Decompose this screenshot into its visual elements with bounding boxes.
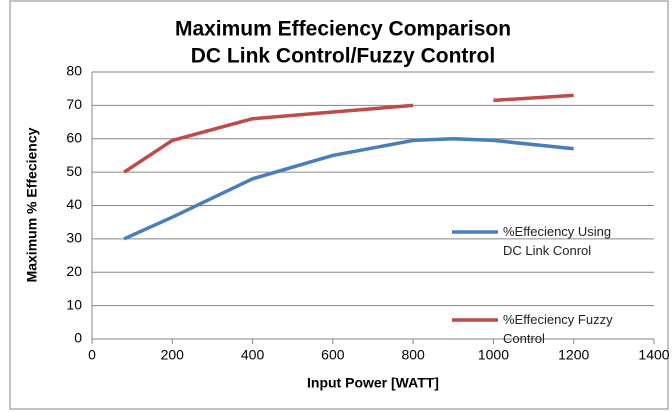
x-tick-label: 1400 — [638, 347, 669, 363]
legend-label: %Effeciency Fuzzy Control — [503, 312, 613, 346]
y-tick-label: 10 — [66, 296, 82, 312]
x-tick-label: 1200 — [558, 347, 589, 363]
y-tick-label: 60 — [66, 129, 82, 145]
x-axis-label: Input Power [WATT] — [307, 375, 439, 391]
chart-title: Maximum Effeciency Comparison — [175, 18, 511, 41]
x-tick-label: 400 — [241, 347, 265, 363]
x-tick-label: 600 — [321, 347, 345, 363]
y-tick-label: 80 — [66, 63, 82, 79]
x-tick-label: 1000 — [478, 347, 509, 363]
y-tick-label: 30 — [66, 230, 82, 246]
y-tick-label: 50 — [66, 163, 82, 179]
y-tick-label: 40 — [66, 196, 82, 212]
series-line — [123, 137, 574, 241]
y-tick-label: 20 — [66, 263, 82, 279]
series-line — [493, 93, 574, 103]
legend-label: %Effeciency Using DC Link Conrol — [503, 224, 612, 258]
chart-title: DC Link Control/Fuzzy Control — [191, 45, 495, 68]
series-line — [123, 103, 414, 174]
y-tick-label: 70 — [66, 96, 82, 112]
y-axis-label: Maximum % Effeciency — [24, 127, 40, 282]
x-tick-label: 800 — [401, 347, 425, 363]
y-tick-label: 0 — [74, 330, 82, 346]
x-tick-label: 0 — [88, 347, 96, 363]
x-tick-label: 200 — [161, 347, 185, 363]
